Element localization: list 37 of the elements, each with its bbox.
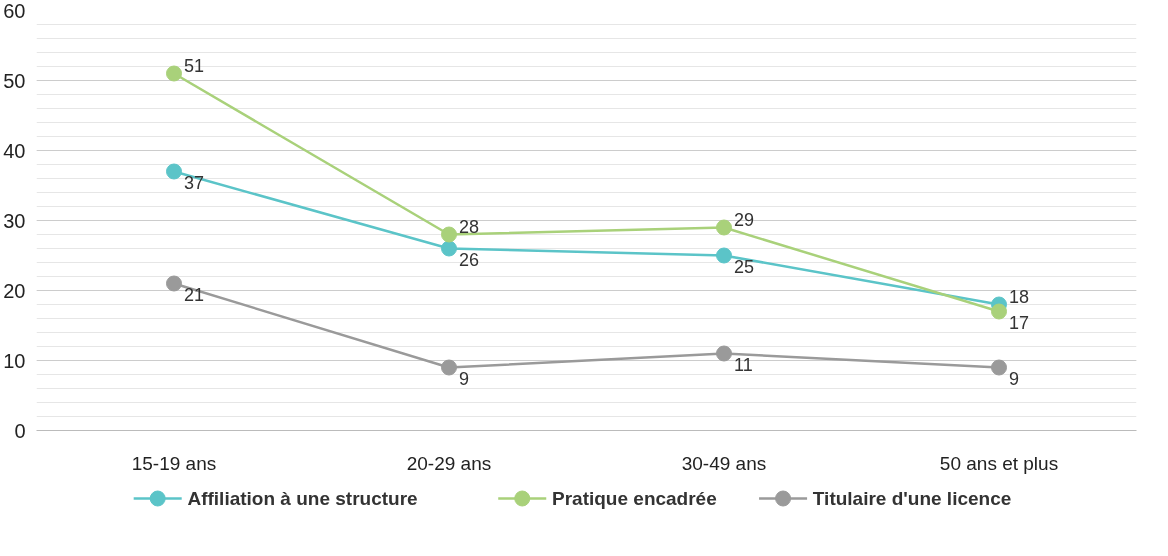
y-tick-label: 10 [3,349,26,372]
y-tick-label: 0 [14,419,26,442]
point [166,65,182,82]
x-tick-label: 50 ans et plus [939,452,1059,474]
data-label: 18 [1009,286,1030,307]
y-tick-label: 20 [3,279,26,302]
point [991,359,1007,376]
data-label: 37 [184,172,205,193]
data-label: 9 [459,368,470,389]
legend-label: Pratique encadrée [552,488,717,509]
y-tick-label: 50 [3,69,26,92]
y-tick-label: 40 [3,139,26,162]
legend-label: Titulaire d'une licence [812,488,1012,509]
legend-label: Affiliation à une structure [187,488,418,509]
point [166,163,182,180]
x-tick-label: 15-19 ans [131,452,217,474]
data-label: 28 [459,216,480,237]
data-label: 17 [1009,312,1030,333]
data-label: 29 [734,209,755,230]
x-tick-label: 30-49 ans [681,452,767,474]
point [441,226,457,243]
point [716,345,732,362]
point [166,275,182,292]
point [716,247,732,264]
y-tick-label: 60 [3,0,26,22]
point [441,359,457,376]
point [991,303,1007,320]
data-label: 11 [734,354,753,375]
data-label: 26 [459,249,480,270]
data-label: 51 [184,55,205,76]
data-label: 25 [734,256,755,277]
y-tick-label: 30 [3,209,26,232]
data-label: 21 [184,284,205,305]
x-tick-label: 20-29 ans [406,452,492,474]
data-label: 9 [1009,368,1020,389]
point [716,219,732,236]
point [441,240,457,257]
